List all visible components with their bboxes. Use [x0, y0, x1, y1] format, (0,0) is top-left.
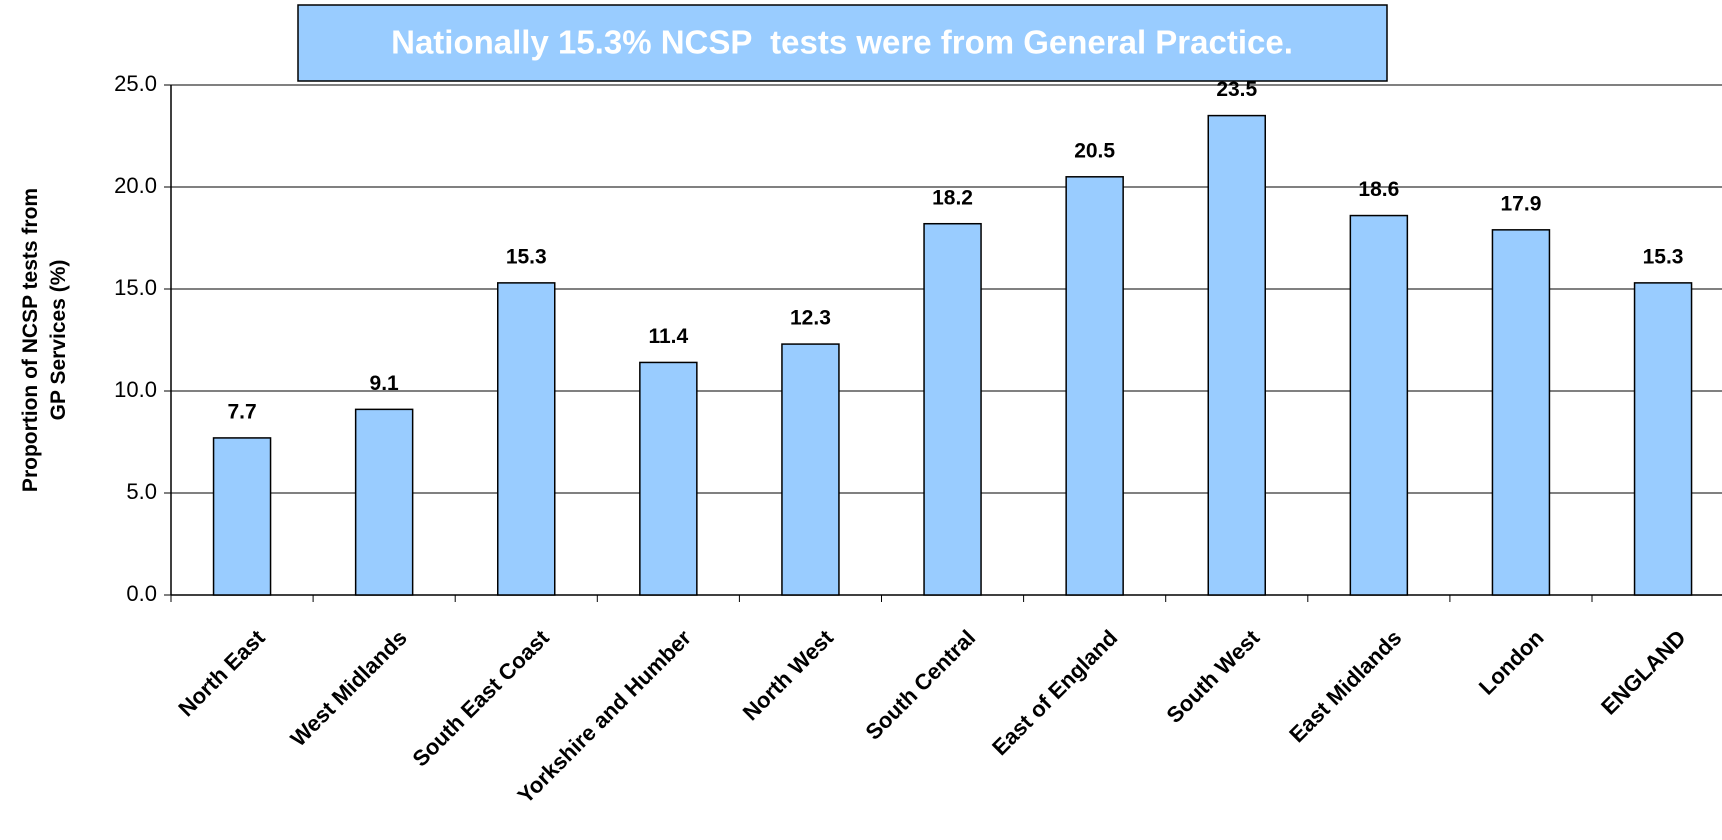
- data-label: 17.9: [1501, 192, 1542, 215]
- y-tick-label: 20.0: [114, 173, 157, 198]
- y-tick-label: 0.0: [126, 581, 157, 606]
- data-label: 15.3: [506, 245, 547, 268]
- data-label: 15.3: [1643, 245, 1684, 268]
- bar: [923, 222, 982, 596]
- x-tick-label: East of England: [987, 625, 1122, 760]
- x-tick-label: North West: [738, 624, 839, 725]
- x-tick-label: West Midlands: [285, 625, 411, 751]
- x-tick-label: North East: [173, 625, 270, 722]
- y-tick-label: 25.0: [114, 71, 157, 96]
- data-label: 9.1: [370, 372, 400, 395]
- bar: [497, 282, 556, 596]
- x-tick-label: London: [1474, 625, 1549, 700]
- x-tick-label: East Midlands: [1284, 625, 1406, 747]
- data-label: 18.6: [1358, 178, 1399, 201]
- x-tick-label: South Central: [861, 625, 981, 745]
- bar: [1349, 214, 1409, 596]
- y-axis-label-line: Proportion of NCSP tests from: [19, 188, 42, 492]
- y-axis-label-line: GP Services (%): [47, 260, 70, 421]
- title-box: [297, 4, 1388, 82]
- bar: [354, 408, 414, 596]
- bar: [1491, 229, 1551, 596]
- bar: [639, 361, 698, 596]
- data-label: 12.3: [790, 307, 831, 330]
- y-tick-label: 5.0: [126, 479, 157, 504]
- bar: [1633, 282, 1693, 596]
- y-axis-label: Proportion of NCSP tests from GP Services…: [19, 188, 70, 492]
- data-label: 20.5: [1074, 139, 1115, 162]
- x-tick-label: South East Coast: [407, 624, 554, 771]
- chart-title: Nationally 15.3% NCSP tests were from Ge…: [391, 24, 1293, 61]
- data-label: 7.7: [227, 400, 256, 423]
- x-tick-label: ENGLAND: [1596, 625, 1691, 720]
- data-label: 23.5: [1216, 78, 1257, 101]
- y-tick-label: 10.0: [114, 377, 157, 402]
- data-label: 18.2: [932, 186, 973, 209]
- bar: [781, 343, 840, 596]
- x-tick-label: South West: [1161, 624, 1264, 727]
- bar: [212, 437, 272, 596]
- bar: [1065, 176, 1124, 596]
- bar: [1207, 114, 1266, 596]
- y-tick-label: 15.0: [114, 275, 157, 300]
- data-label: 11.4: [648, 325, 688, 348]
